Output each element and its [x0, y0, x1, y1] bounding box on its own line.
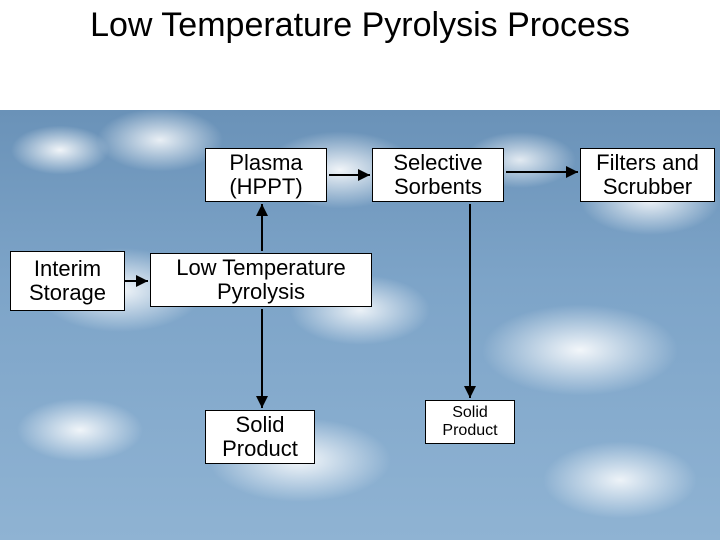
- node-label: SelectiveSorbents: [393, 151, 482, 199]
- title-area: Low Temperature Pyrolysis Process: [0, 0, 720, 45]
- node-filters-and-scrubber: Filters andScrubber: [580, 148, 715, 202]
- node-label: Plasma(HPPT): [229, 151, 302, 199]
- node-selective-sorbents: SelectiveSorbents: [372, 148, 504, 202]
- node-label: InterimStorage: [29, 257, 106, 305]
- node-label: Low TemperaturePyrolysis: [176, 256, 346, 304]
- page-title: Low Temperature Pyrolysis Process: [0, 6, 720, 45]
- node-label: Filters andScrubber: [596, 151, 699, 199]
- node-label: SolidProduct: [442, 404, 497, 439]
- node-label: SolidProduct: [222, 413, 298, 461]
- node-solid-product-2: SolidProduct: [425, 400, 515, 444]
- node-low-temperature-pyrolysis: Low TemperaturePyrolysis: [150, 253, 372, 307]
- node-solid-product-1: SolidProduct: [205, 410, 315, 464]
- node-plasma-hppt: Plasma(HPPT): [205, 148, 327, 202]
- node-interim-storage: InterimStorage: [10, 251, 125, 311]
